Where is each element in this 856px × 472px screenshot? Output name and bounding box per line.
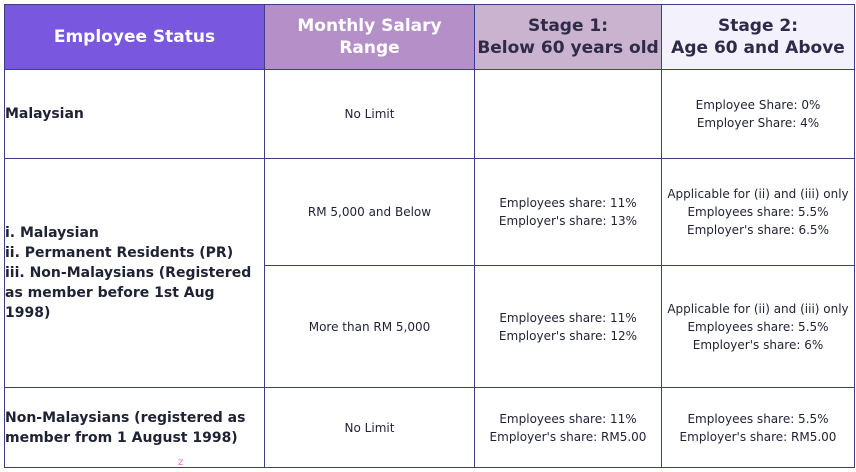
stage1-malaysian — [474, 69, 662, 159]
stage2-low-employer: Employer's share: 6.5% — [687, 223, 829, 237]
status-group-line-3: iii. Non-Malaysians (Registered — [5, 265, 252, 281]
stage2-non-malaysian: Employees share: 5.5% Employer's share: … — [661, 387, 855, 468]
stage2-high-note: Applicable for (ii) and (iii) only — [667, 301, 849, 316]
status-group-line-1: i. Malaysian — [5, 225, 99, 241]
stage1-non-malaysian-employee: Employees share: 11% — [499, 411, 637, 426]
status-non-malaysian-line-1: Non-Malaysians (registered as — [5, 409, 246, 426]
stage2-low-note: Applicable for (ii) and (iii) only — [667, 187, 849, 201]
header-row: Employee Status Monthly Salary Range Sta… — [4, 4, 855, 70]
header-stage-1-title: Stage 1: — [527, 16, 609, 36]
header-monthly-salary-range: Monthly Salary Range — [264, 4, 475, 70]
header-stage-1: Stage 1: Below 60 years old — [474, 4, 662, 70]
stage1-low: Employees share: 11% Employer's share: 1… — [474, 158, 662, 266]
header-employee-status: Employee Status — [4, 4, 265, 70]
stage1-low-employer: Employer's share: 13% — [498, 214, 638, 228]
status-non-malaysian: Non-Malaysians (registered as member fro… — [4, 387, 265, 468]
stage2-high: Applicable for (ii) and (iii) only Emplo… — [661, 265, 855, 388]
stage2-malaysian-employee: Employee Share: 0% — [695, 98, 821, 112]
stage2-low: Applicable for (ii) and (iii) only Emplo… — [661, 158, 855, 266]
stage1-high-employer: Employer's share: 12% — [498, 328, 638, 343]
header-stage-2-title: Stage 2: — [717, 16, 799, 36]
salary-high: More than RM 5,000 — [264, 265, 475, 388]
header-stage-1-subtitle: Below 60 years old — [477, 38, 659, 58]
stage2-malaysian: Employee Share: 0% Employer Share: 4% — [661, 69, 855, 159]
contribution-rate-table: Employee Status Monthly Salary Range Sta… — [4, 4, 855, 468]
status-group: i. Malaysian ii. Permanent Residents (PR… — [4, 158, 265, 388]
status-group-line-2: ii. Permanent Residents (PR) — [5, 245, 234, 261]
stray-mark: z — [178, 457, 184, 468]
stage2-malaysian-employer: Employer Share: 4% — [696, 116, 820, 130]
stage2-non-malaysian-employee: Employees share: 5.5% — [687, 411, 829, 426]
stage1-low-employee: Employees share: 11% — [499, 196, 637, 210]
status-group-line-4: as member before 1st Aug 1998) — [5, 285, 215, 321]
stage2-high-employer: Employer's share: 6% — [692, 337, 824, 352]
header-stage-2: Stage 2: Age 60 and Above — [661, 4, 855, 70]
stage1-non-malaysian: Employees share: 11% Employer's share: R… — [474, 387, 662, 468]
status-non-malaysian-line-2: member from 1 August 1998) — [5, 429, 238, 446]
stage2-low-employee: Employees share: 5.5% — [687, 205, 829, 219]
stage1-high: Employees share: 11% Employer's share: 1… — [474, 265, 662, 388]
table-row-non-malaysian: Non-Malaysians (registered as member fro… — [4, 387, 855, 468]
stage2-non-malaysian-employer: Employer's share: RM5.00 — [679, 429, 837, 444]
salary-non-malaysian: No Limit — [264, 387, 475, 468]
stage2-high-employee: Employees share: 5.5% — [687, 319, 829, 334]
table-row-malaysian: Malaysian No Limit Employee Share: 0% Em… — [4, 69, 855, 159]
stage1-non-malaysian-employer: Employer's share: RM5.00 — [489, 429, 647, 444]
salary-malaysian: No Limit — [264, 69, 475, 159]
salary-low: RM 5,000 and Below — [264, 158, 475, 266]
table-row-group-high-salary: More than RM 5,000 Employees share: 11% … — [5, 265, 855, 388]
status-malaysian: Malaysian — [4, 69, 265, 159]
stage1-high-employee: Employees share: 11% — [499, 310, 637, 325]
table-row-group-low-salary: i. Malaysian ii. Permanent Residents (PR… — [4, 158, 855, 388]
header-stage-2-subtitle: Age 60 and Above — [671, 38, 845, 58]
